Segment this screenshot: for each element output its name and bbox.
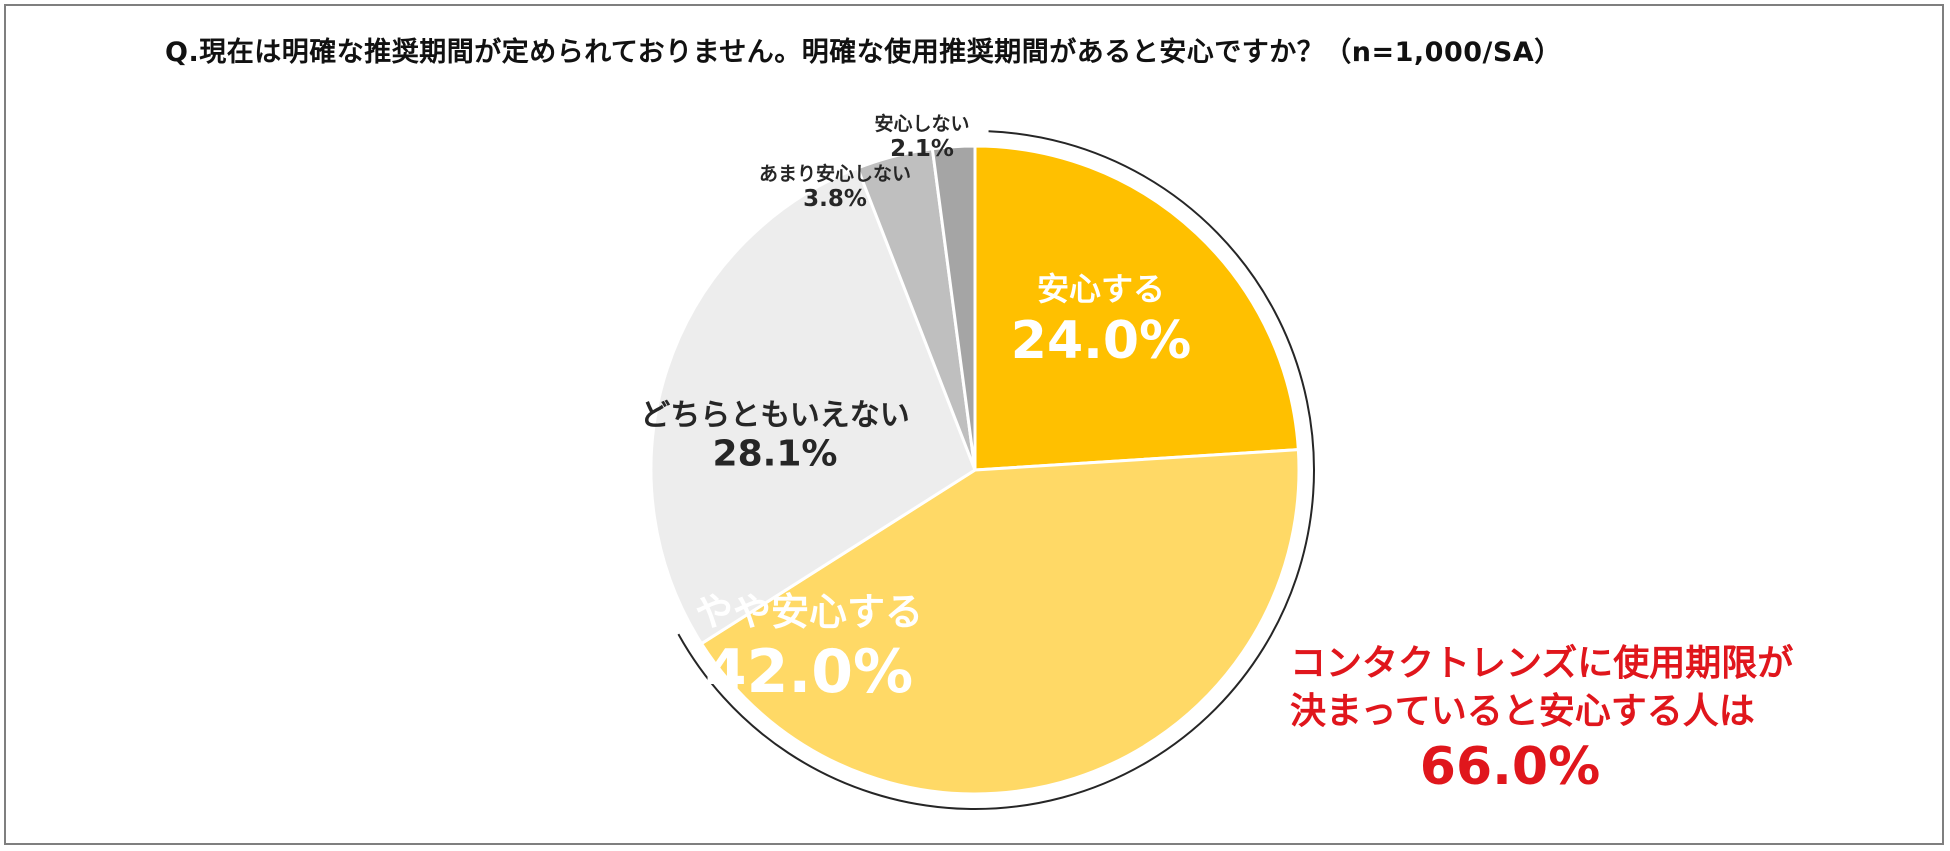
slice-label-name-4: あまり安心しない — [759, 162, 911, 185]
slice-label-value-2: 42.0% — [705, 637, 913, 707]
callout-line-2: 決まっていると安心する人は — [1290, 691, 1755, 732]
callout-line-1: コンタクトレンズに使用期限が — [1290, 643, 1794, 684]
slice-label-value-1: 24.0% — [1011, 311, 1191, 371]
pie-slices — [649, 144, 1301, 796]
highlight-bracket-arc — [677, 130, 1315, 810]
slice-label-name-1: 安心する — [1037, 270, 1165, 308]
callout-annotation: コンタクトレンズに使用期限が 決まっていると安心する人は 66.0% — [1290, 640, 1794, 798]
slice-label-name-2: やや安心する — [695, 590, 923, 634]
callout-value: 66.0% — [1419, 737, 1601, 797]
slice-label-name-5: 安心しない — [874, 112, 969, 135]
pie-slice-3 — [649, 166, 977, 646]
slice-label-value-3: 28.1% — [713, 433, 838, 474]
pie-slice-5 — [930, 144, 977, 472]
slice-label-value-4: 3.8% — [803, 186, 867, 212]
chart-title: Q.現在は明確な推奨期間が定められておりません。明確な使用推奨期間があると安心で… — [165, 37, 1562, 68]
pie-slice-1 — [973, 144, 1300, 472]
slice-label-name-3: どちらともいえない — [640, 398, 909, 433]
pie-slice-2 — [699, 448, 1301, 796]
slice-label-value-5: 2.1% — [890, 136, 954, 162]
